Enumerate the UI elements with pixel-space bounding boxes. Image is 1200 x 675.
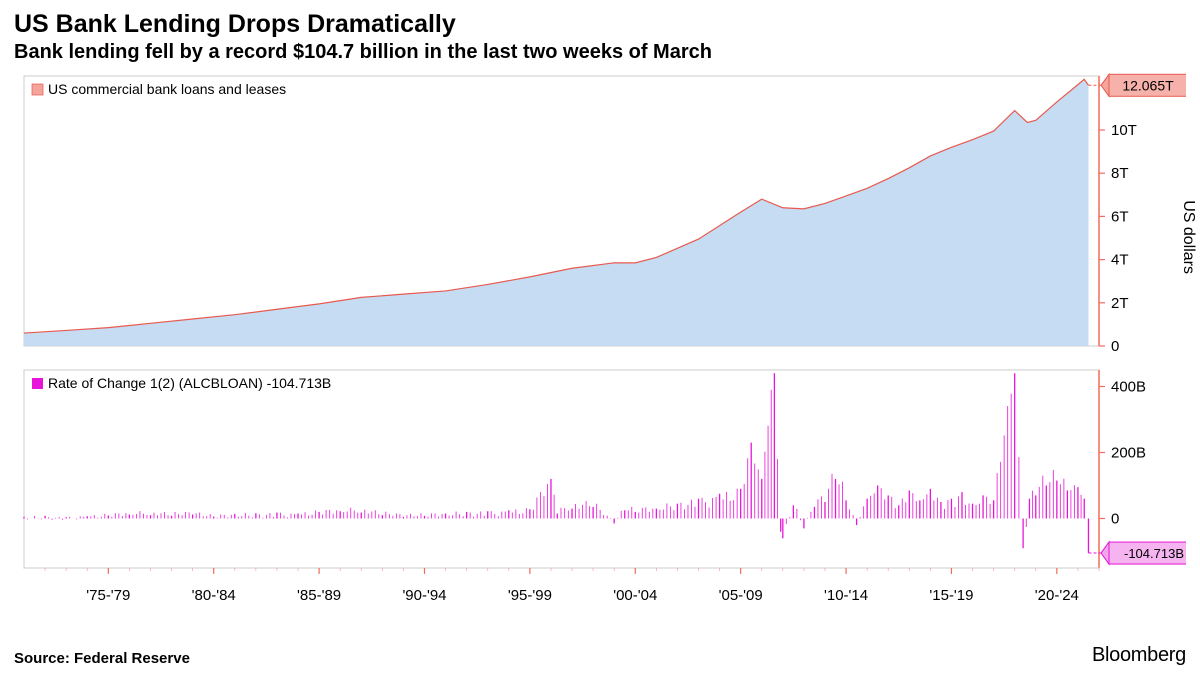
svg-text:0: 0 (1111, 338, 1119, 355)
svg-text:'85-'89: '85-'89 (297, 587, 341, 604)
source-text: Source: Federal Reserve (14, 650, 190, 667)
svg-text:8T: 8T (1111, 165, 1129, 182)
svg-text:-104.713B: -104.713B (1124, 546, 1184, 561)
brand-logo: Bloomberg (1092, 644, 1186, 667)
svg-text:US commercial bank loans and l: US commercial bank loans and leases (48, 81, 286, 97)
chart-subtitle: Bank lending fell by a record $104.7 bil… (14, 41, 1186, 64)
svg-text:'00-'04: '00-'04 (613, 587, 657, 604)
svg-text:200B: 200B (1111, 445, 1146, 462)
svg-text:12.065T: 12.065T (1122, 77, 1174, 93)
svg-text:400B: 400B (1111, 379, 1146, 396)
svg-text:'05-'09: '05-'09 (719, 587, 763, 604)
chart-title: US Bank Lending Drops Dramatically (14, 10, 1186, 39)
svg-text:'20-'24: '20-'24 (1035, 587, 1079, 604)
svg-text:'75-'79: '75-'79 (86, 587, 130, 604)
chart-svg: 0 2T 4T 6T 8T 10T 12.065T US commercial bank lo… (14, 70, 1186, 630)
svg-text:0: 0 (1111, 511, 1119, 528)
svg-text:4T: 4T (1111, 252, 1129, 269)
svg-text:10T: 10T (1111, 122, 1137, 139)
svg-text:Rate of Change 1(2) (ALCBLOAN): Rate of Change 1(2) (ALCBLOAN) -104.713B (48, 375, 331, 391)
svg-text:'90-'94: '90-'94 (402, 587, 446, 604)
svg-text:2T: 2T (1111, 295, 1129, 312)
svg-text:6T: 6T (1111, 208, 1129, 225)
svg-text:'10-'14: '10-'14 (824, 587, 868, 604)
y-axis-title: US dollars (1179, 200, 1197, 274)
svg-text:'95-'99: '95-'99 (508, 587, 552, 604)
svg-text:'15-'19: '15-'19 (929, 587, 973, 604)
chart-area: 0 2T 4T 6T 8T 10T 12.065T US commercial bank lo… (14, 70, 1186, 640)
svg-text:'80-'84: '80-'84 (192, 587, 236, 604)
